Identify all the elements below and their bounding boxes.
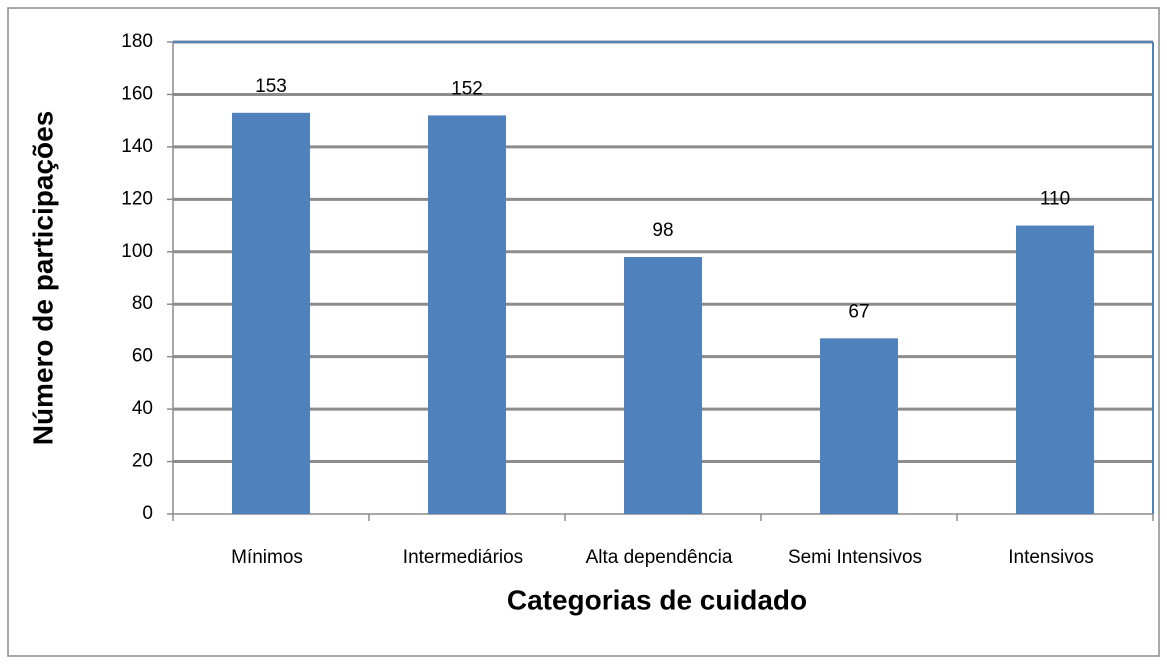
bar: [820, 338, 898, 514]
x-tick-label: Intermediários: [403, 547, 523, 568]
x-tick-label: Intensivos: [1008, 547, 1094, 568]
bar: [624, 257, 702, 514]
x-tick-label: Alta dependência: [586, 547, 733, 568]
data-label: 98: [652, 220, 673, 241]
y-tick-label: 60: [132, 346, 153, 367]
y-tick-label: 20: [132, 451, 153, 472]
x-axis-title: Categorias de cuidado: [507, 584, 807, 615]
x-tick-label: Semi Intensivos: [788, 547, 922, 568]
bar: [1016, 225, 1094, 515]
data-label: 110: [1040, 189, 1070, 210]
y-tick-label: 80: [132, 293, 153, 314]
y-tick-label: 160: [121, 83, 153, 104]
x-tick-label: Mínimos: [231, 547, 303, 568]
y-tick-label: 0: [142, 503, 153, 524]
data-label: 153: [255, 76, 287, 97]
bar: [232, 112, 310, 515]
chart-border: [7, 7, 1160, 657]
data-label: 152: [451, 78, 483, 99]
data-label: 67: [848, 301, 869, 322]
y-tick-label: 40: [132, 398, 153, 419]
y-tick-label: 100: [121, 241, 153, 262]
y-tick-label: 180: [121, 31, 153, 52]
y-tick-label: 140: [121, 136, 153, 157]
bar: [428, 115, 506, 514]
y-axis-title: Número de participações: [27, 111, 58, 446]
y-tick-label: 120: [121, 188, 153, 209]
